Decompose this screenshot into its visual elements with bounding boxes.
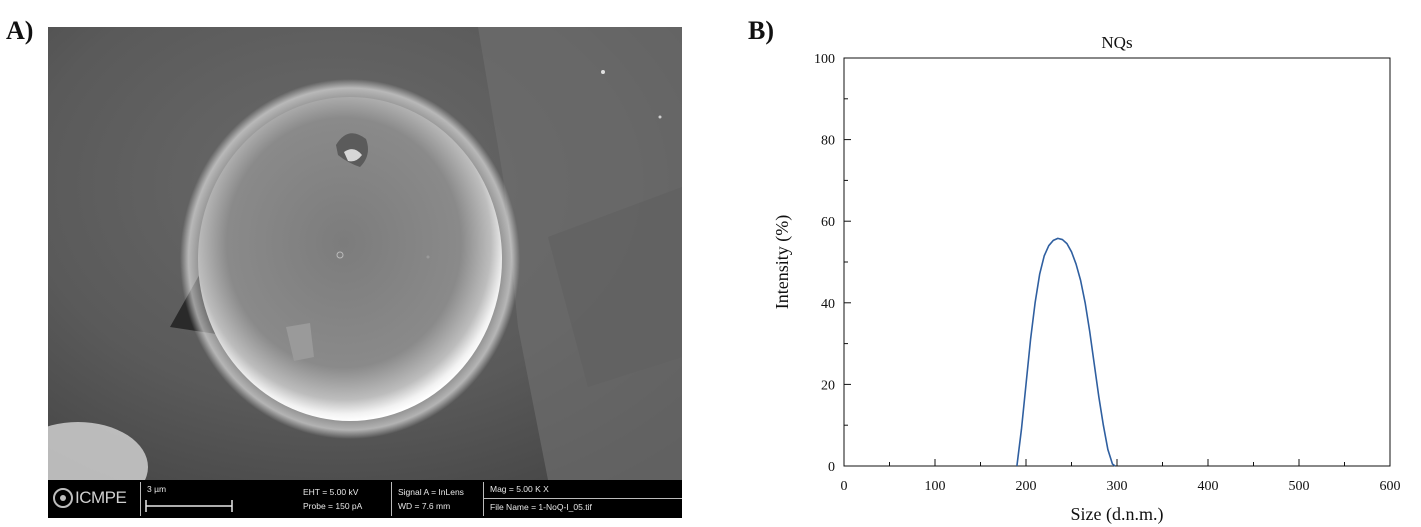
- y-tick-label: 40: [821, 297, 835, 312]
- x-tick-label: 0: [841, 479, 848, 494]
- scale-bar-line: [145, 500, 233, 512]
- panel-label-b: B): [748, 16, 774, 45]
- y-axis: 0 20 40 60 80 100: [814, 52, 851, 475]
- sem-beam-info: EHT = 5.00 kV Probe = 150 pA: [291, 480, 391, 518]
- x-tick-label: 500: [1289, 479, 1310, 494]
- x-tick-label: 300: [1107, 479, 1128, 494]
- series-layer: [1016, 237, 1116, 467]
- y-tick-label: 20: [821, 378, 835, 393]
- sem-micrograph: ICMPE 3 µm EHT = 5.00 kV Probe = 150 pA …: [48, 27, 682, 518]
- eht-value: EHT = 5.00 kV: [303, 487, 359, 497]
- y-tick-label: 0: [828, 460, 835, 475]
- scale-bar: 3 µm: [141, 480, 291, 518]
- mag-value: Mag = 5.00 K X: [490, 484, 549, 494]
- signal-a-value: Signal A = InLens: [398, 487, 464, 497]
- sem-image: [48, 27, 682, 480]
- x-tick-label: 100: [925, 479, 946, 494]
- y-tick-label: 60: [821, 215, 835, 230]
- x-tick-label: 200: [1016, 479, 1037, 494]
- sem-file-info: Mag = 5.00 K X File Name = 1-NoQ-I_05.ti…: [484, 480, 682, 518]
- y-axis-title: Intensity (%): [772, 215, 793, 309]
- y-tick-label: 100: [814, 52, 835, 67]
- x-tick-label: 400: [1198, 479, 1219, 494]
- file-name-value: File Name = 1-NoQ-I_05.tif: [490, 502, 592, 512]
- scale-bar-label: 3 µm: [147, 484, 167, 494]
- wd-value: WD = 7.6 mm: [398, 501, 451, 511]
- sem-detector-info: Signal A = InLens WD = 7.6 mm: [392, 480, 483, 518]
- x-tick-label: 600: [1380, 479, 1401, 494]
- plot-frame: [843, 57, 1391, 467]
- x-axis-title: Size (d.n.m.): [1071, 504, 1164, 525]
- probe-value: Probe = 150 pA: [303, 501, 363, 511]
- chart-title: NQs: [1101, 33, 1132, 52]
- sem-logo-text: ICMPE: [75, 488, 127, 507]
- institute-logo-icon: [53, 488, 73, 508]
- size-distribution-chart: NQs 0 100 200 300 400 500 600 0 20 40 60 80 100 Siz…: [772, 33, 1401, 525]
- sem-info-bar: ICMPE 3 µm EHT = 5.00 kV Probe = 150 pA …: [48, 480, 682, 518]
- series-line: [1016, 237, 1116, 467]
- x-axis: 0 100 200 300 400 500 600: [841, 459, 1401, 494]
- panel-label-a: A): [6, 16, 34, 45]
- y-tick-label: 80: [821, 134, 835, 149]
- sem-logo: ICMPE: [48, 480, 140, 518]
